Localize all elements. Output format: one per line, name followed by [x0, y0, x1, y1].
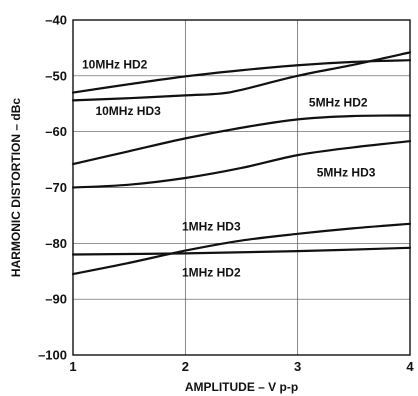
x-tick-labels: 1 2 3 4 [69, 359, 414, 374]
x-axis-label: AMPLITUDE – V p-p [185, 380, 298, 394]
series-label-5mhz-hd2: 5MHz HD2 [309, 96, 368, 110]
series-line-1mhz-hd3 [71, 222, 412, 276]
y-tick-label: –40 [45, 13, 67, 28]
y-tick-label: –100 [38, 348, 67, 363]
series-label-10mhz-hd2: 10MHz HD2 [82, 58, 148, 72]
series-line-1mhz-hd2 [71, 246, 412, 256]
series-label-10mhz-hd3: 10MHz HD3 [95, 104, 161, 118]
x-tick-label: 4 [406, 359, 414, 374]
series-line-5mhz-hd3 [71, 140, 412, 189]
y-tick-label: –70 [45, 180, 67, 195]
y-tick-label: –90 [45, 292, 67, 307]
y-tick-label: –50 [45, 68, 67, 83]
series-line-5mhz-hd2 [71, 114, 412, 166]
y-tick-labels: –40 –50 –60 –70 –80 –90 –100 [38, 13, 67, 363]
y-axis-label: HARMONIC DISTORTION – dBc [9, 98, 23, 277]
x-tick-label: 2 [182, 359, 189, 374]
y-tick-label: –60 [45, 124, 67, 139]
y-tick-label: –80 [45, 236, 67, 251]
x-tick-label: 3 [294, 359, 301, 374]
series-labels: 10MHz HD2 10MHz HD3 5MHz HD2 5MHz HD3 1MHz H… [82, 58, 376, 280]
x-tick-label: 1 [69, 359, 76, 374]
plot-frame [72, 19, 411, 356]
series-label-1mhz-hd2: 1MHz HD2 [182, 265, 241, 279]
series-line-10mhz-hd3 [71, 51, 412, 102]
series-lines [71, 51, 412, 276]
series-line-10mhz-hd2 [71, 59, 412, 94]
series-label-1mhz-hd3: 1MHz HD3 [182, 219, 241, 233]
series-label-5mhz-hd3: 5MHz HD3 [317, 165, 376, 179]
